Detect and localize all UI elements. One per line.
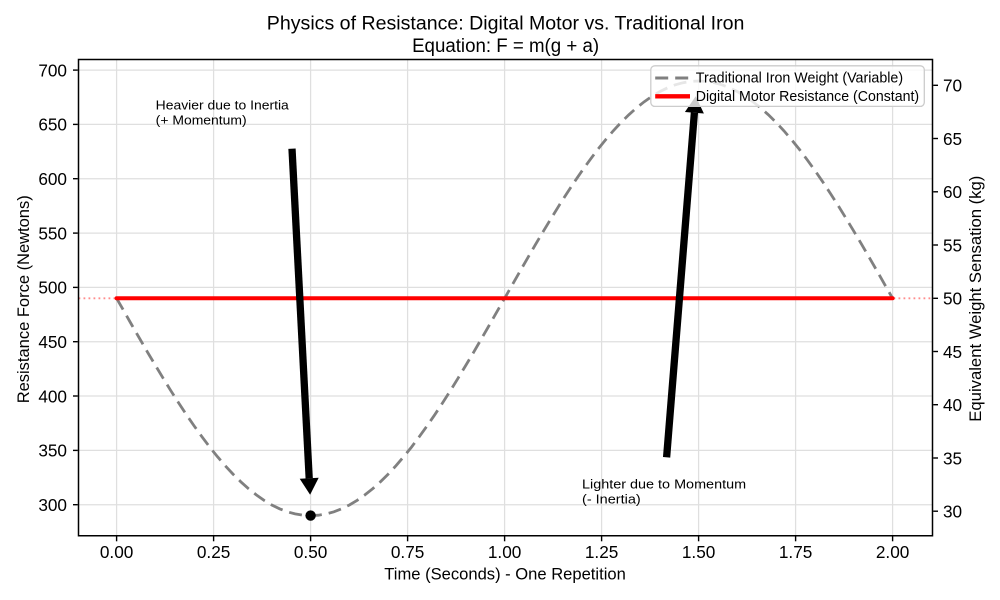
svg-text:1.75: 1.75 [779, 542, 812, 562]
svg-text:550: 550 [38, 223, 67, 243]
svg-text:650: 650 [38, 115, 67, 135]
svg-text:50: 50 [943, 289, 962, 309]
svg-text:0.00: 0.00 [100, 542, 133, 562]
svg-text:400: 400 [38, 386, 67, 406]
svg-text:0.25: 0.25 [197, 542, 230, 562]
svg-text:Lighter due to Momentum: Lighter due to Momentum [582, 477, 746, 491]
svg-text:Digital Motor Resistance (Cons: Digital Motor Resistance (Constant) [696, 89, 919, 105]
svg-text:40: 40 [943, 395, 962, 415]
svg-text:600: 600 [38, 169, 67, 189]
svg-text:0.50: 0.50 [294, 542, 327, 562]
svg-text:700: 700 [38, 60, 67, 80]
svg-text:(+ Momentum): (+ Momentum) [156, 114, 247, 128]
svg-text:Physics of Resistance: Digital: Physics of Resistance: Digital Motor vs.… [267, 13, 745, 35]
svg-text:350: 350 [38, 441, 67, 461]
svg-text:Traditional Iron Weight (Varia: Traditional Iron Weight (Variable) [696, 71, 903, 87]
svg-text:1.00: 1.00 [488, 542, 521, 562]
svg-text:30: 30 [943, 502, 962, 522]
svg-text:0.75: 0.75 [391, 542, 424, 562]
svg-text:70: 70 [943, 76, 962, 96]
svg-text:35: 35 [943, 448, 962, 468]
svg-text:Equation: F = m(g + a): Equation: F = m(g + a) [412, 35, 599, 57]
svg-text:45: 45 [943, 342, 962, 362]
svg-text:Time (Seconds) - One Repetitio: Time (Seconds) - One Repetition [384, 565, 626, 584]
svg-text:500: 500 [38, 278, 67, 298]
svg-text:450: 450 [38, 332, 67, 352]
svg-text:(- Inertia): (- Inertia) [582, 493, 641, 507]
svg-text:1.50: 1.50 [682, 542, 715, 562]
svg-text:300: 300 [38, 495, 67, 515]
svg-text:2.00: 2.00 [876, 542, 909, 562]
svg-text:1.25: 1.25 [585, 542, 618, 562]
svg-text:65: 65 [943, 129, 962, 149]
svg-text:55: 55 [943, 235, 962, 255]
svg-text:Resistance Force (Newtons): Resistance Force (Newtons) [14, 195, 33, 403]
svg-text:Heavier due to Inertia: Heavier due to Inertia [156, 98, 289, 112]
svg-text:Equivalent Weight Sensation (k: Equivalent Weight Sensation (kg) [966, 176, 985, 422]
svg-text:60: 60 [943, 182, 962, 202]
